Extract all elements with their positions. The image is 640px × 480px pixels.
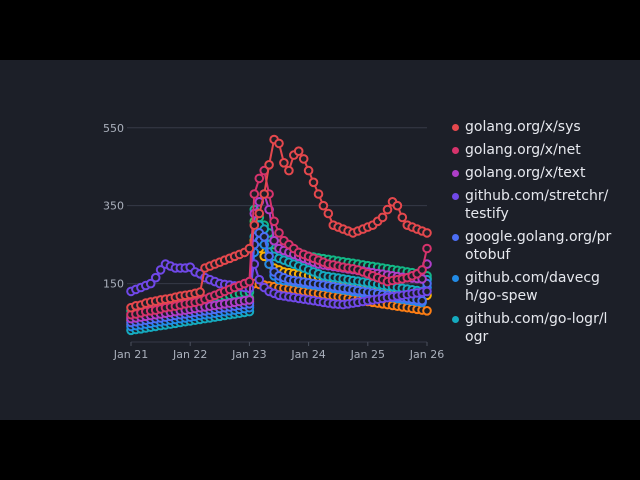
data-point[interactable]: [417, 295, 427, 306]
data-point[interactable]: [155, 265, 166, 275]
data-point[interactable]: [269, 235, 279, 246]
legend-dot-icon: [452, 124, 459, 131]
data-point[interactable]: [254, 274, 265, 285]
legend-dot-icon: [452, 275, 459, 282]
legend-label: google.golang.org/protobuf: [465, 229, 612, 263]
legend-dot-icon: [452, 147, 459, 154]
chart-panel: 150 350 550 Jan 21 Jan 22 Jan 23 Jan 24 Jan 25 J…: [0, 60, 640, 420]
data-point[interactable]: [259, 189, 270, 199]
data-point[interactable]: [422, 228, 432, 238]
data-point[interactable]: [259, 232, 270, 242]
data-point[interactable]: [195, 287, 205, 297]
legend-dot-icon: [452, 234, 459, 241]
data-point[interactable]: [392, 200, 403, 211]
legend-item[interactable]: golang.org/x/text: [452, 164, 612, 182]
data-point[interactable]: [264, 251, 274, 262]
data-point[interactable]: [298, 154, 309, 164]
legend-label: github.com/go-logr/logr: [465, 311, 608, 345]
legend-dot-icon: [452, 170, 459, 177]
line-chart: 150 350 550 Jan 21 Jan 22 Jan 23 Jan 24 Jan 25 J…: [103, 122, 444, 361]
legend-item[interactable]: golang.org/x/sys: [452, 118, 612, 136]
data-point[interactable]: [264, 160, 274, 170]
data-point[interactable]: [279, 158, 289, 168]
series-3: [126, 259, 432, 310]
legend-item[interactable]: golang.org/x/net: [452, 141, 612, 159]
data-point[interactable]: [249, 189, 260, 199]
legend-item[interactable]: google.golang.org/protobuf: [452, 228, 612, 264]
series-layer: [126, 134, 432, 336]
legend-item[interactable]: github.com/davecgh/go-spew: [452, 269, 612, 305]
data-point[interactable]: [254, 208, 265, 219]
data-point[interactable]: [284, 165, 294, 176]
data-point[interactable]: [150, 272, 161, 283]
y-tick-label: 350: [103, 200, 124, 213]
data-point[interactable]: [293, 146, 304, 156]
data-point[interactable]: [318, 200, 329, 211]
legend-label: github.com/davecgh/go-spew: [465, 270, 600, 304]
series-1: [126, 165, 432, 320]
y-tick-label: 150: [103, 278, 124, 291]
legend-item[interactable]: github.com/stretchr/testify: [452, 187, 612, 223]
data-point[interactable]: [422, 243, 432, 254]
legend-item[interactable]: github.com/go-logr/logr: [452, 310, 612, 346]
x-tick-label: Jan 25: [350, 348, 385, 361]
data-point[interactable]: [249, 220, 260, 230]
x-tick-label: Jan 22: [172, 348, 207, 361]
data-point[interactable]: [313, 189, 324, 199]
data-point[interactable]: [254, 173, 265, 184]
data-point[interactable]: [244, 243, 255, 254]
y-tick-label: 550: [103, 122, 124, 135]
data-point[interactable]: [145, 278, 156, 289]
x-tick-label: Jan 23: [231, 348, 266, 361]
legend-dot-icon: [452, 316, 459, 323]
data-point[interactable]: [422, 286, 432, 297]
legend-label: golang.org/x/sys: [465, 119, 581, 135]
data-point[interactable]: [377, 212, 388, 223]
data-point[interactable]: [244, 295, 255, 305]
tick-layer: 150 350 550 Jan 21 Jan 22 Jan 23 Jan 24 Jan 25 J…: [103, 122, 444, 361]
x-tick-label: Jan 26: [409, 348, 444, 361]
data-point[interactable]: [274, 228, 284, 238]
data-point[interactable]: [274, 138, 284, 149]
data-point[interactable]: [323, 208, 334, 219]
legend-label: github.com/stretchr/testify: [465, 188, 609, 222]
data-point[interactable]: [269, 216, 279, 227]
data-point[interactable]: [308, 177, 319, 188]
data-point[interactable]: [397, 212, 408, 223]
x-tick-label: Jan 21: [113, 348, 148, 361]
legend-label: golang.org/x/net: [465, 142, 581, 158]
legend-dot-icon: [452, 193, 459, 200]
data-point[interactable]: [422, 306, 432, 316]
legend-label: golang.org/x/text: [465, 165, 586, 181]
data-point[interactable]: [244, 276, 255, 287]
legend: golang.org/x/sys golang.org/x/net golang.o…: [452, 118, 612, 360]
data-point[interactable]: [303, 165, 314, 176]
x-tick-label: Jan 24: [290, 348, 325, 361]
data-point[interactable]: [382, 204, 393, 215]
data-point[interactable]: [417, 265, 427, 275]
series-0: [126, 134, 432, 313]
